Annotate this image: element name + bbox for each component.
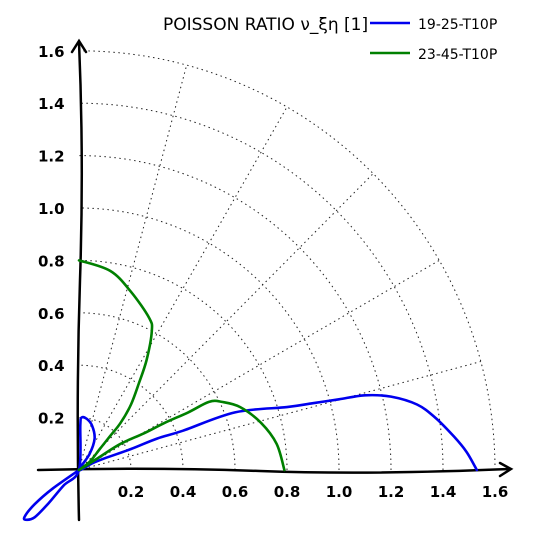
y-tick-label: 0.6 (38, 305, 65, 323)
x-tick-label: 0.2 (118, 483, 145, 501)
x-tick-label: 0.4 (170, 483, 197, 501)
legend: 19-25-T10P 23-45-T10P (370, 17, 497, 63)
axes (38, 41, 511, 520)
x-tick-labels: 0.2 0.4 0.6 0.8 1.0 1.2 1.4 1.6 (118, 483, 509, 501)
x-tick-label: 0.8 (274, 483, 301, 501)
series-lines (24, 260, 477, 519)
x-tick-label: 1.6 (482, 483, 509, 501)
legend-label-series-1: 19-25-T10P (418, 17, 497, 33)
grid-radial (79, 65, 187, 470)
x-axis (38, 469, 510, 473)
y-tick-label: 0.4 (38, 357, 65, 375)
chart-title: POISSON RATIO ν_ξη [1] (163, 15, 368, 35)
x-tick-label: 1.2 (378, 483, 405, 501)
x-tick-label: 0.6 (222, 483, 249, 501)
y-tick-label: 1.0 (38, 200, 65, 218)
y-tick-label: 0.8 (38, 252, 65, 270)
y-tick-labels: 0.2 0.4 0.6 0.8 1.0 1.2 1.4 1.6 (38, 43, 65, 428)
grid-arc (79, 103, 443, 470)
y-tick-label: 1.2 (38, 148, 65, 166)
x-tick-label: 1.4 (430, 483, 457, 501)
legend-label-series-2: 23-45-T10P (418, 47, 497, 63)
y-tick-label: 1.6 (38, 43, 65, 61)
y-tick-label: 0.2 (38, 410, 65, 428)
grid-radial (79, 174, 373, 470)
x-tick-label: 1.0 (326, 483, 353, 501)
y-tick-label: 1.4 (38, 95, 65, 113)
